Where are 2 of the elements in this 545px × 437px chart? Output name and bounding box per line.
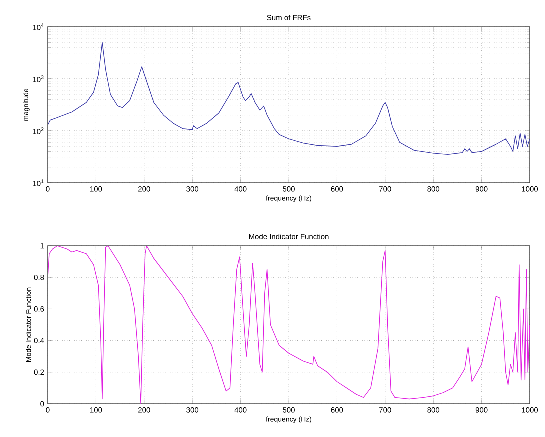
line-series: [48, 42, 530, 156]
line-series: [48, 246, 530, 404]
